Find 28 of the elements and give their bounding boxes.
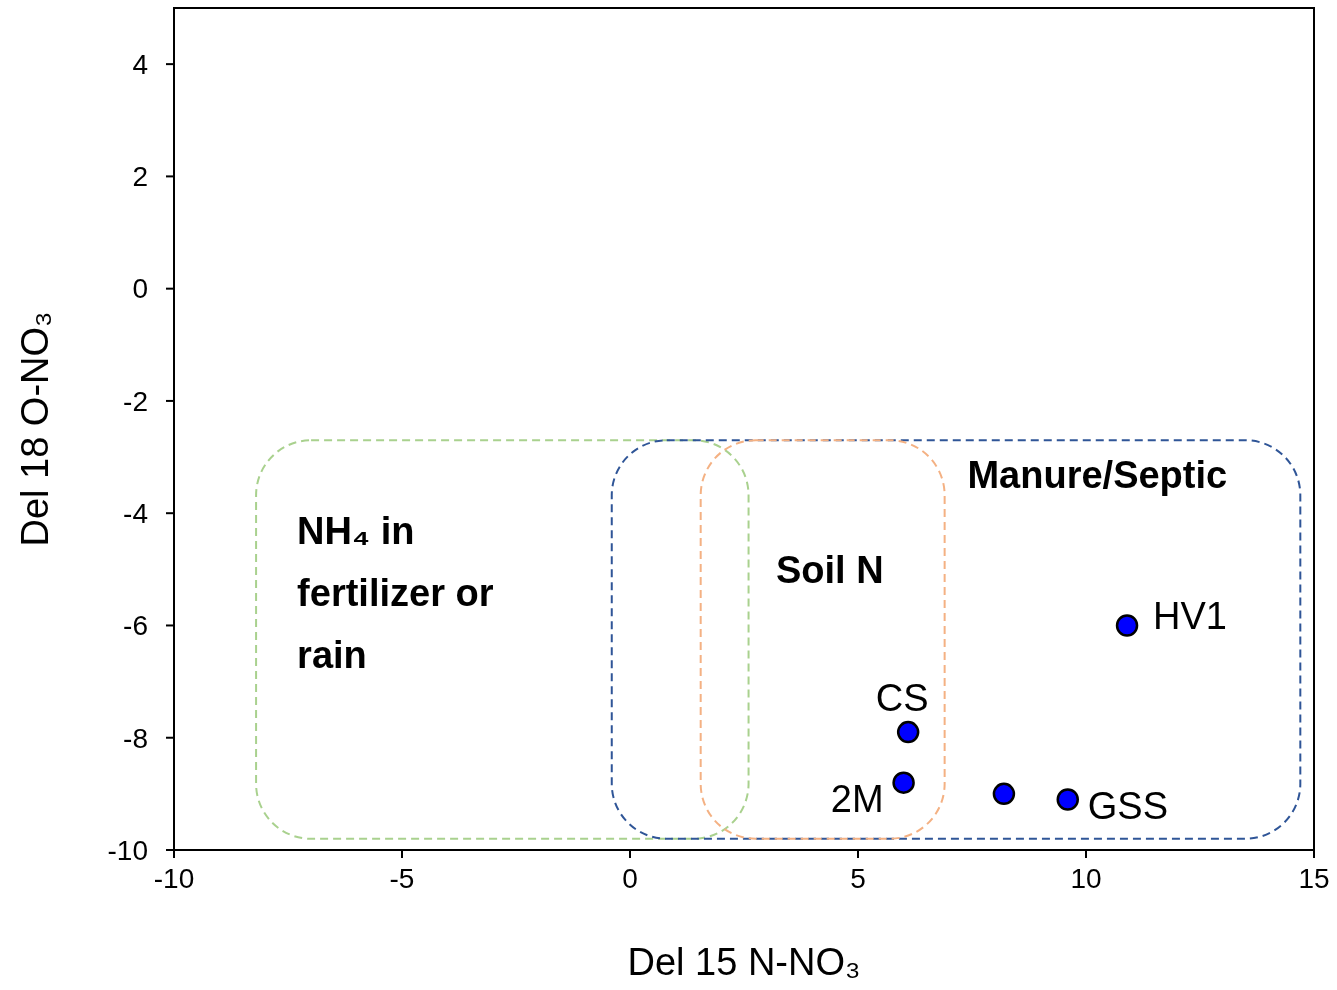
- x-tick-label: 15: [1298, 863, 1330, 894]
- x-tick-label: -5: [389, 863, 415, 894]
- y-tick-label: -2: [123, 385, 148, 417]
- x-tick-label: 10: [1070, 863, 1102, 894]
- y-tick-label: 0: [132, 273, 148, 305]
- point: [992, 782, 1016, 806]
- y-axis-title: Del 18 O-NO₃: [14, 311, 56, 547]
- y-tick-label: -4: [123, 498, 148, 529]
- x-axis-title: Del 15 N-NO₃: [627, 941, 861, 983]
- x-tick-label: 0: [622, 863, 638, 894]
- point: [1056, 788, 1080, 811]
- x-tick-label: 5: [850, 863, 866, 894]
- annotation: HV1: [1153, 594, 1227, 637]
- y-tick-label: 2: [132, 161, 148, 193]
- annotation: Soil N: [775, 549, 884, 592]
- y-tick-label: -8: [123, 722, 148, 754]
- annotation: Manure/Septic: [967, 453, 1228, 496]
- annotation: GSS: [1087, 784, 1169, 827]
- annotation: CS: [875, 677, 929, 720]
- annotation: NH₄ in fertilizer or rain: [297, 510, 494, 677]
- y-tick-label: -6: [123, 610, 148, 642]
- point: [892, 771, 915, 794]
- y-tick-label: -10: [107, 834, 148, 866]
- annotation: 2M: [830, 777, 884, 820]
- y-tick-label: 4: [132, 48, 148, 80]
- point: [896, 720, 920, 744]
- point: [1115, 614, 1139, 637]
- x-tick-label: -10: [153, 863, 195, 894]
